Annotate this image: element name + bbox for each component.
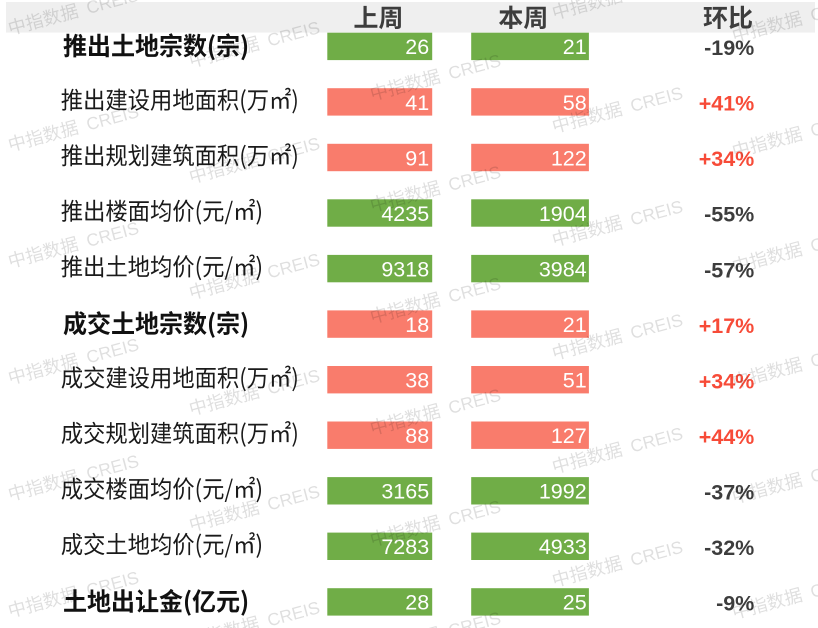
svg-text:58: 58 xyxy=(563,91,587,115)
svg-text:41: 41 xyxy=(405,91,429,115)
svg-text:28: 28 xyxy=(405,591,429,615)
svg-text:25: 25 xyxy=(563,591,587,615)
svg-text:26: 26 xyxy=(405,35,429,59)
svg-text:3165: 3165 xyxy=(381,480,429,504)
svg-text:91: 91 xyxy=(405,146,429,170)
svg-text:21: 21 xyxy=(563,313,587,337)
svg-text:1992: 1992 xyxy=(539,480,587,504)
svg-text:127: 127 xyxy=(551,424,587,448)
svg-text:+41%: +41% xyxy=(699,92,755,116)
svg-text:-32%: -32% xyxy=(704,536,754,560)
svg-text:+17%: +17% xyxy=(699,314,755,338)
svg-text:51: 51 xyxy=(563,369,587,393)
svg-text:9318: 9318 xyxy=(381,257,429,281)
svg-text:3984: 3984 xyxy=(539,257,587,281)
svg-text:21: 21 xyxy=(563,35,587,59)
svg-text:1904: 1904 xyxy=(539,202,587,226)
svg-text:+44%: +44% xyxy=(699,425,755,449)
svg-text:-57%: -57% xyxy=(704,258,754,282)
svg-text:4235: 4235 xyxy=(381,202,429,226)
svg-text:38: 38 xyxy=(405,369,429,393)
svg-text:-19%: -19% xyxy=(704,36,754,60)
svg-text:88: 88 xyxy=(405,424,429,448)
svg-text:4933: 4933 xyxy=(539,535,587,559)
svg-text:122: 122 xyxy=(551,146,587,170)
svg-text:-55%: -55% xyxy=(704,203,754,227)
svg-text:18: 18 xyxy=(405,313,429,337)
svg-text:-37%: -37% xyxy=(704,481,754,505)
svg-text:7283: 7283 xyxy=(381,535,429,559)
svg-text:+34%: +34% xyxy=(699,147,755,171)
